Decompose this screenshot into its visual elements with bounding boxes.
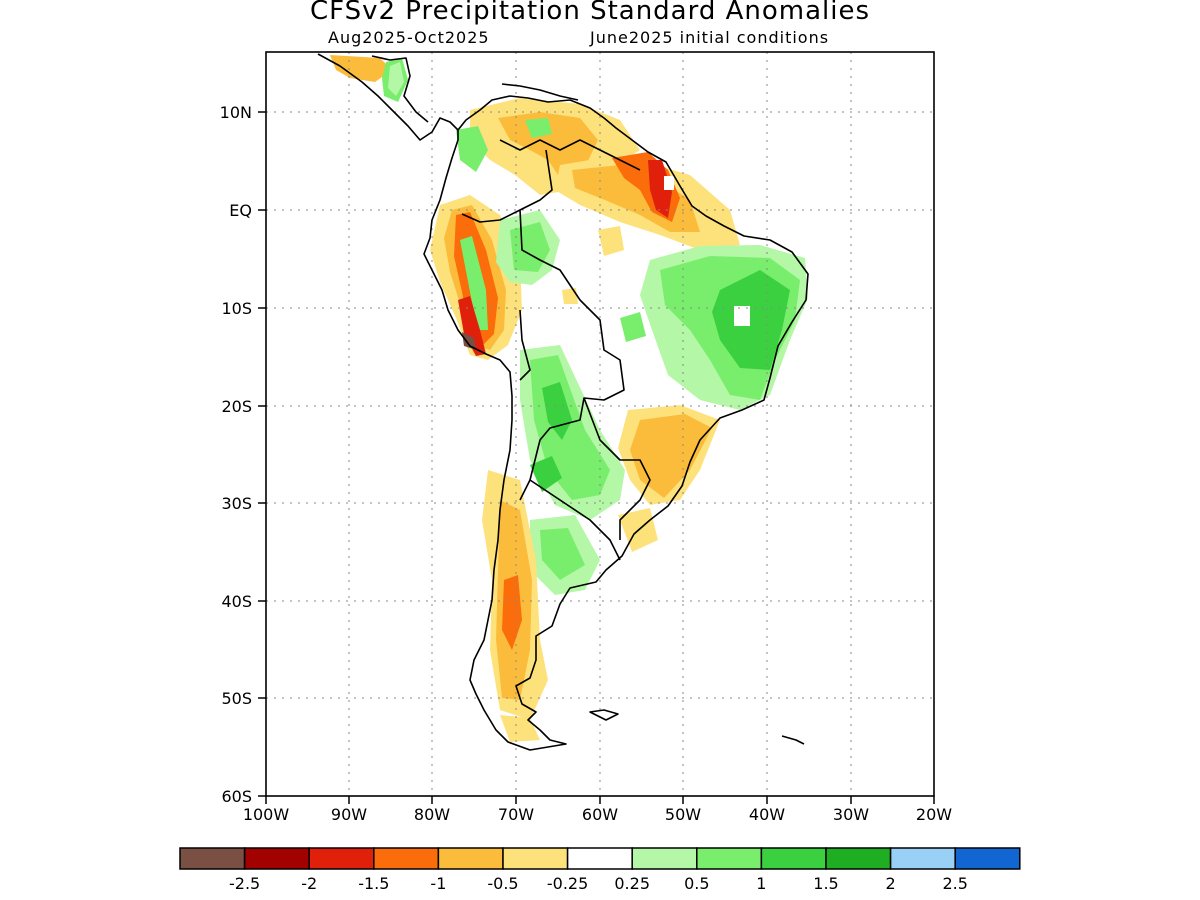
cuba-hispaniola	[501, 83, 579, 101]
coastlines	[317, 53, 809, 751]
central-america-coast	[317, 53, 459, 141]
colorbar-swatch	[179, 847, 246, 870]
anomaly-missing-cell-northeast	[734, 306, 750, 326]
anomaly-amapa-core	[648, 160, 672, 218]
lon-label: 20W	[916, 805, 952, 824]
lat-label: 30S	[221, 494, 252, 513]
colorbar-swatch	[243, 847, 310, 870]
lat-label: 10N	[220, 103, 252, 122]
colorbar: -2.5 -2 -1.5 -1 -0.5 -0.25 0.25 0.5 1 1.5 2 2.5	[179, 847, 1021, 893]
colorbar-swatch	[954, 847, 1021, 870]
lat-label: 50S	[221, 689, 252, 708]
colorbar-label: -2	[301, 874, 317, 893]
colorbar-label: 1	[756, 874, 766, 893]
anomaly-patagonia-dry-strong	[502, 575, 522, 650]
colorbar-swatch	[502, 847, 569, 870]
anomaly-chaco-wet-core	[542, 382, 572, 440]
lon-label: 40W	[749, 805, 785, 824]
longitude-labels: 100W 90W 80W 70W 60W 50W 40W 30W 20W	[243, 805, 952, 824]
lat-label: 40S	[221, 592, 252, 611]
anomaly-central-wet-patch	[620, 312, 646, 342]
colorbar-label: 2.5	[942, 874, 967, 893]
lon-label: 70W	[498, 805, 534, 824]
anomaly-north-coast-dry-2	[498, 112, 598, 178]
lon-label: 80W	[414, 805, 450, 824]
anomaly-central-dry-1	[598, 226, 624, 256]
anomaly-northeast-brazil-wet-core	[712, 270, 790, 370]
anomaly-andes-core-dry	[458, 296, 486, 356]
anomaly-central-america-wet-2	[388, 62, 404, 96]
anomaly-tierra-del-fuego-dry	[500, 715, 540, 742]
axis-ticks	[258, 111, 935, 804]
anomaly-fields	[330, 55, 808, 742]
colorbar-label: -1.5	[358, 874, 389, 893]
latitude-labels: 10N EQ 10S 20S 30S 40S 50S 60S	[220, 103, 252, 806]
map-subtitle-period: Aug2025-Oct2025	[328, 28, 490, 47]
colorbar-label: -1	[430, 874, 446, 893]
anomaly-andes-wet-stripe	[460, 236, 488, 330]
map-subtitle-initial-conditions: June2025 initial conditions	[590, 28, 830, 47]
colorbar-swatch	[696, 847, 763, 870]
anomaly-colombia-wet	[456, 126, 488, 172]
anomaly-argentina-wet-2	[540, 528, 585, 580]
lon-label: 50W	[665, 805, 701, 824]
colorbar-swatch	[889, 847, 956, 870]
anomaly-southeast-brazil-dry-2	[630, 414, 712, 498]
colorbar-label: 0.5	[684, 874, 709, 893]
falklands	[589, 709, 619, 721]
anomaly-andes-extreme	[462, 332, 476, 350]
colorbar-label: 0.25	[614, 874, 650, 893]
south-georgia	[781, 735, 805, 745]
anomaly-missing-cell-north	[664, 176, 674, 190]
anomaly-central-america-dry	[330, 55, 392, 82]
colorbar-label: 1.5	[813, 874, 838, 893]
central-america-caribbean-coast	[371, 55, 429, 123]
lon-label: 100W	[243, 805, 290, 824]
lon-label: 60W	[582, 805, 618, 824]
colorbar-swatch	[308, 847, 375, 870]
lat-label: 10S	[221, 299, 252, 318]
colorbar-swatch	[566, 847, 633, 870]
anomaly-chaco-wet-core-2	[530, 456, 562, 492]
colorbar-label: -0.5	[487, 874, 518, 893]
anomaly-venezuela-wet	[525, 118, 552, 138]
colorbar-swatch	[373, 847, 440, 870]
lat-label: 20S	[221, 397, 252, 416]
lat-label: EQ	[229, 201, 252, 220]
lat-label: 60S	[221, 787, 252, 806]
lon-label: 90W	[331, 805, 367, 824]
colorbar-label: 2	[886, 874, 896, 893]
country-borders	[461, 139, 651, 561]
colorbar-label: -0.25	[547, 874, 588, 893]
colorbar-label: -2.5	[229, 874, 260, 893]
anomaly-central-dry-2	[562, 288, 578, 304]
map-title: CFSv2 Precipitation Standard Anomalies	[309, 0, 871, 26]
colorbar-swatch	[825, 847, 892, 870]
colorbar-swatch	[631, 847, 698, 870]
lon-label: 30W	[833, 805, 869, 824]
colorbar-swatch	[437, 847, 504, 870]
colorbar-swatch	[760, 847, 827, 870]
south-america-outline	[423, 95, 809, 751]
